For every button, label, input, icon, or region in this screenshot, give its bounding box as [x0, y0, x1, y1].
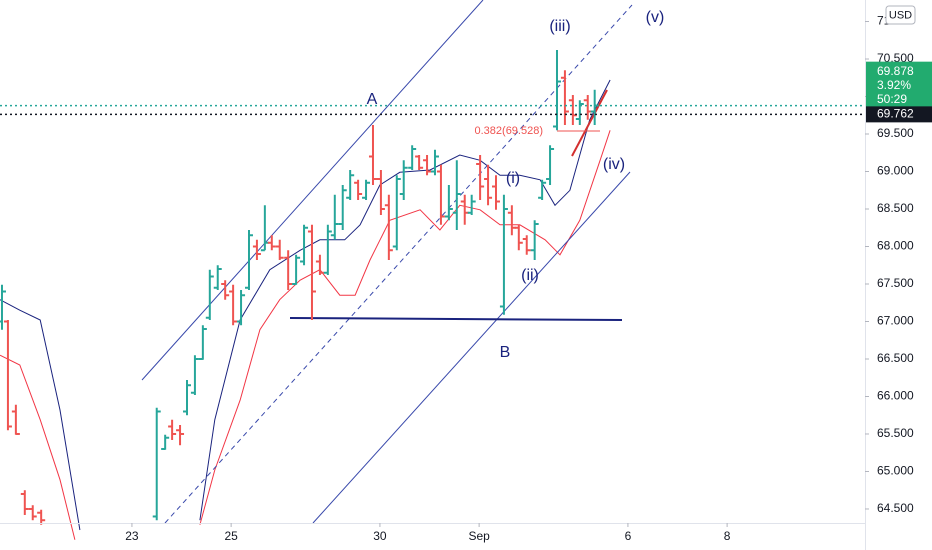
y-tick-label: 68.000 [877, 239, 914, 253]
x-tick-label: 30 [373, 529, 387, 543]
y-tick-label: 65.000 [877, 464, 914, 478]
y-tick-label: 65.500 [877, 426, 914, 440]
change-label: 3.92% [877, 78, 911, 92]
currency-label: USD [889, 9, 912, 21]
annotations: A B (i) (ii) (iii) (iv) (v) 0.382(69.528… [367, 9, 665, 361]
wave-label: (i) [506, 170, 520, 187]
y-tick-label: 66.500 [877, 351, 914, 365]
wave-label: A [367, 91, 378, 108]
fib-label: 0.382(69.528) [475, 125, 544, 137]
indicator-line [199, 79, 611, 521]
y-tick-label: 69.500 [877, 126, 914, 140]
y-tick-label: 67.500 [877, 276, 914, 290]
channel-lower [312, 171, 631, 524]
y-tick-label: 68.500 [877, 201, 914, 215]
last-price-box [866, 61, 932, 108]
bars [0, 50, 599, 525]
marker-price-label: 69.762 [877, 107, 914, 121]
y-tick-label: 66.000 [877, 389, 914, 403]
x-tick-label: 6 [625, 529, 632, 543]
wave-label: (iv) [603, 156, 625, 173]
wave-label: (ii) [521, 267, 539, 284]
wave-label: (v) [646, 9, 665, 26]
x-tick-label: 8 [724, 529, 731, 543]
x-tick-label: Sep [468, 529, 490, 543]
indicator-line [0, 354, 76, 540]
y-tick-label: 69.000 [877, 164, 914, 178]
support-line [289, 317, 623, 321]
overlays [0, 79, 611, 540]
x-tick-label: 25 [224, 529, 238, 543]
indicator-line [0, 299, 81, 531]
wave-label: (iii) [549, 18, 570, 35]
channel-upper [141, 0, 484, 381]
x-tick-label: 23 [125, 529, 139, 543]
y-tick-label: 64.500 [877, 501, 914, 515]
drawings [141, 0, 633, 524]
countdown-label: 50:29 [877, 92, 907, 106]
last-price-label: 69.878 [877, 64, 914, 78]
wave-label: B [500, 344, 511, 361]
currency-box [885, 5, 916, 25]
y-tick-label: 67.000 [877, 314, 914, 328]
indicator-line [199, 130, 611, 525]
marker-price-box [866, 106, 932, 123]
trend-line [571, 89, 608, 157]
